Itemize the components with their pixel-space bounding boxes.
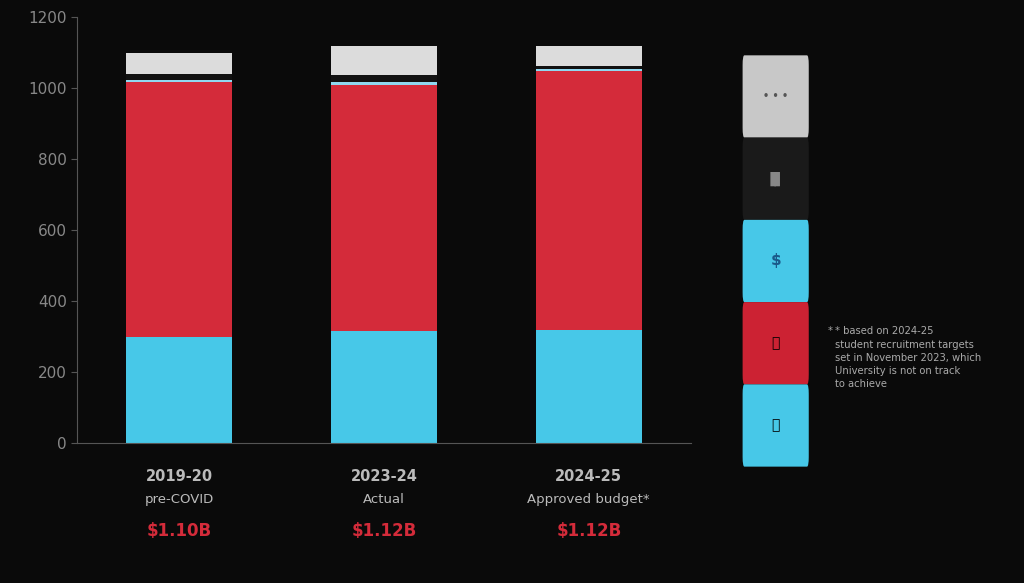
FancyBboxPatch shape — [742, 302, 809, 384]
Text: $1.12B: $1.12B — [351, 522, 417, 540]
Bar — [331, 85, 437, 331]
FancyBboxPatch shape — [742, 55, 809, 138]
Bar — [536, 329, 642, 443]
Bar — [126, 82, 232, 337]
Text: • • •: • • • — [763, 92, 788, 101]
Text: 2024-25: 2024-25 — [555, 469, 623, 484]
Text: Actual: Actual — [364, 493, 404, 505]
Text: 2023-24: 2023-24 — [350, 469, 418, 484]
Bar — [331, 82, 437, 85]
Bar — [126, 74, 232, 79]
Text: 2019-20: 2019-20 — [145, 469, 213, 484]
Bar — [536, 46, 642, 66]
Bar — [331, 75, 437, 82]
Bar — [126, 53, 232, 74]
Bar — [536, 69, 642, 71]
Text: pre-COVID: pre-COVID — [144, 493, 214, 505]
Bar — [536, 71, 642, 329]
Bar — [126, 79, 232, 82]
Text: $1.12B: $1.12B — [556, 522, 622, 540]
Text: *: * — [827, 326, 833, 336]
Bar — [126, 337, 232, 443]
FancyBboxPatch shape — [742, 138, 809, 220]
Bar — [536, 66, 642, 69]
Text: $: $ — [770, 254, 781, 269]
Text: 🏛: 🏛 — [771, 419, 780, 433]
Text: 🎓: 🎓 — [771, 336, 780, 350]
Text: ▐▌: ▐▌ — [765, 171, 786, 186]
Text: $1.10B: $1.10B — [146, 522, 212, 540]
FancyBboxPatch shape — [742, 220, 809, 302]
Text: * based on 2024-25
student recruitment targets
set in November 2023, which
Unive: * based on 2024-25 student recruitment t… — [835, 326, 981, 389]
Text: Approved budget*: Approved budget* — [527, 493, 650, 505]
FancyBboxPatch shape — [742, 384, 809, 466]
Bar — [331, 46, 437, 75]
Bar — [331, 331, 437, 443]
